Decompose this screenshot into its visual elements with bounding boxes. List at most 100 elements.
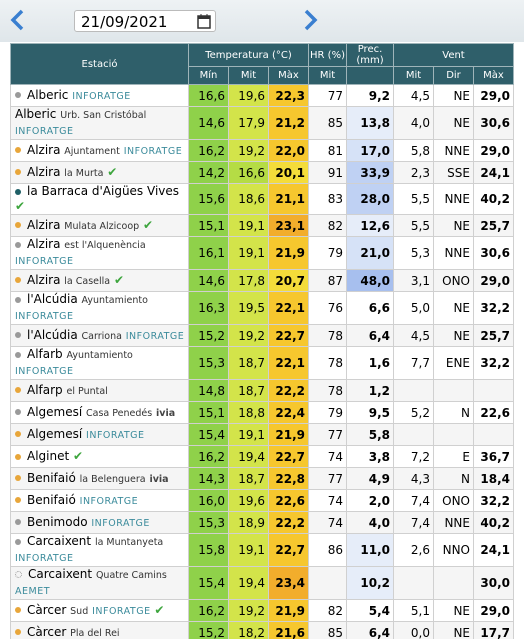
station-place: Casa Penedés <box>86 407 153 419</box>
value-cell: 14,3 <box>188 467 229 490</box>
station-name: Alzira <box>27 164 61 179</box>
station-place: Ayuntamiento <box>66 350 133 361</box>
value-cell: 23,4 <box>268 566 309 600</box>
station-place: Mulata Alzicoop <box>64 220 140 232</box>
value-cell: 25,7 <box>473 214 514 237</box>
data-source: ivia <box>156 407 176 419</box>
value-cell: 1,6 <box>346 346 394 380</box>
value-cell: 76 <box>308 291 347 325</box>
value-cell <box>473 423 514 446</box>
station-cell: Alzira la Casella ✔ <box>10 269 189 292</box>
value-cell <box>433 423 474 446</box>
value-cell: 40,2 <box>473 511 514 534</box>
station-name: l'Alcúdia <box>27 327 78 342</box>
prev-day[interactable] <box>8 8 28 32</box>
station-name: Benimodo <box>27 514 88 529</box>
value-cell: 14,8 <box>188 379 229 402</box>
value-cell: 21,9 <box>268 599 309 622</box>
value-cell: 18,8 <box>228 401 269 424</box>
value-cell: 74 <box>308 445 347 468</box>
subheader: Màx <box>268 66 309 85</box>
station-name: l'Alcúdia <box>27 292 78 306</box>
subheader: Dir <box>433 66 474 85</box>
value-cell: 22,7 <box>268 324 309 347</box>
station-cell: Alfarp el Puntal <box>10 379 189 402</box>
date-input[interactable]: 21/09/2021 <box>74 10 216 32</box>
value-cell: 4,0 <box>346 511 394 534</box>
value-cell: 18,7 <box>228 346 269 380</box>
value-cell: 22,3 <box>268 84 309 107</box>
subheader: Mit <box>308 66 347 85</box>
station-place: Quatre Camins <box>95 570 167 581</box>
value-cell: 7,7 <box>393 346 434 380</box>
value-cell: 22,1 <box>268 346 309 380</box>
station-name: Alzira <box>27 142 61 157</box>
value-cell: 2,6 <box>393 533 434 567</box>
value-cell: 4,9 <box>346 467 394 490</box>
value-cell: 7,4 <box>393 489 434 512</box>
value-cell: 4,3 <box>393 467 434 490</box>
next-day[interactable] <box>300 8 320 32</box>
value-cell: 15,3 <box>188 511 229 534</box>
station-place: est l'Alquenència <box>64 240 146 251</box>
station-name: Algemesí <box>27 404 83 419</box>
station-name: Alberic <box>15 107 57 121</box>
station-row: Alfarp el Puntal 14,8 18,7 22,2 78 1,2 <box>10 379 514 402</box>
station-name: Carcaixent <box>28 567 93 581</box>
subheader: Mit <box>228 66 269 85</box>
value-cell: 14,6 <box>188 106 229 140</box>
value-cell: NE <box>433 599 474 622</box>
value-cell <box>393 379 434 402</box>
station-row: Alfarb Ayuntamiento INFORATGE 15,3 18,7 22,… <box>10 346 514 380</box>
station-row: Alzira Mulata Alzicoop ✔ 15,1 19,1 23,1 82 12… <box>10 214 514 237</box>
station-place: la Murta <box>64 167 104 179</box>
status-dot <box>15 147 21 153</box>
value-cell: 10,2 <box>346 566 394 600</box>
station-name: Alzira <box>27 217 61 232</box>
station-place: la Muntanyeta <box>94 537 164 548</box>
status-dot <box>15 332 21 338</box>
value-cell: 9,2 <box>346 84 394 107</box>
station-row: Alzira la Murta ✔ 14,2 16,6 20,1 91 33,9 2,3 SS… <box>10 161 514 184</box>
value-cell: 18,2 <box>228 621 269 639</box>
station-row: Benifaió la Belenguera ivia 14,3 18,7 22,8 7… <box>10 467 514 490</box>
value-cell: 78 <box>308 346 347 380</box>
value-cell: 12,6 <box>346 214 394 237</box>
value-cell: 19,4 <box>228 566 269 600</box>
value-cell: 21,9 <box>268 236 309 270</box>
value-cell: 24,1 <box>473 533 514 567</box>
value-cell: N <box>433 401 474 424</box>
status-dot <box>15 497 21 503</box>
station-row: Alberic Urb. San Cristóbal INFORATGE 14,6… <box>10 106 514 140</box>
value-cell: 30,6 <box>473 106 514 140</box>
station-cell: Algemesí INFORATGE <box>10 423 189 446</box>
status-dot <box>15 629 21 635</box>
value-cell: 19,5 <box>228 291 269 325</box>
verified-check: ✔ <box>143 217 154 232</box>
value-cell: 3,1 <box>393 269 434 292</box>
value-cell: 2,3 <box>393 161 434 184</box>
station-name: Carcaixent <box>27 534 92 548</box>
data-source: ivia <box>149 473 169 485</box>
data-source: INFORATGE <box>15 311 74 322</box>
status-dot <box>15 538 21 545</box>
value-cell: 7,4 <box>393 511 434 534</box>
value-cell: 91 <box>308 161 347 184</box>
subheader: Mit <box>393 66 434 85</box>
value-cell: 5,8 <box>346 423 394 446</box>
value-cell: 74 <box>308 489 347 512</box>
value-cell: 5,8 <box>393 139 434 162</box>
verified-check: ✔ <box>107 164 118 179</box>
value-cell: 32,2 <box>473 291 514 325</box>
subheader: Mín <box>188 66 229 85</box>
subheader-row: Mín Mit Màx Mit Mit Dir Màx <box>11 66 514 85</box>
value-cell: 16,2 <box>188 445 229 468</box>
station-row: Càrcer Pla del Rei 15,2 18,2 21,6 85 6,4 0,0 NE… <box>10 621 514 639</box>
value-cell: 22,6 <box>473 401 514 424</box>
value-cell: 16,2 <box>188 139 229 162</box>
value-cell: 83 <box>308 183 347 215</box>
calendar-icon[interactable] <box>197 14 211 29</box>
station-place: Carriona <box>81 330 122 342</box>
value-cell: 21,9 <box>268 423 309 446</box>
